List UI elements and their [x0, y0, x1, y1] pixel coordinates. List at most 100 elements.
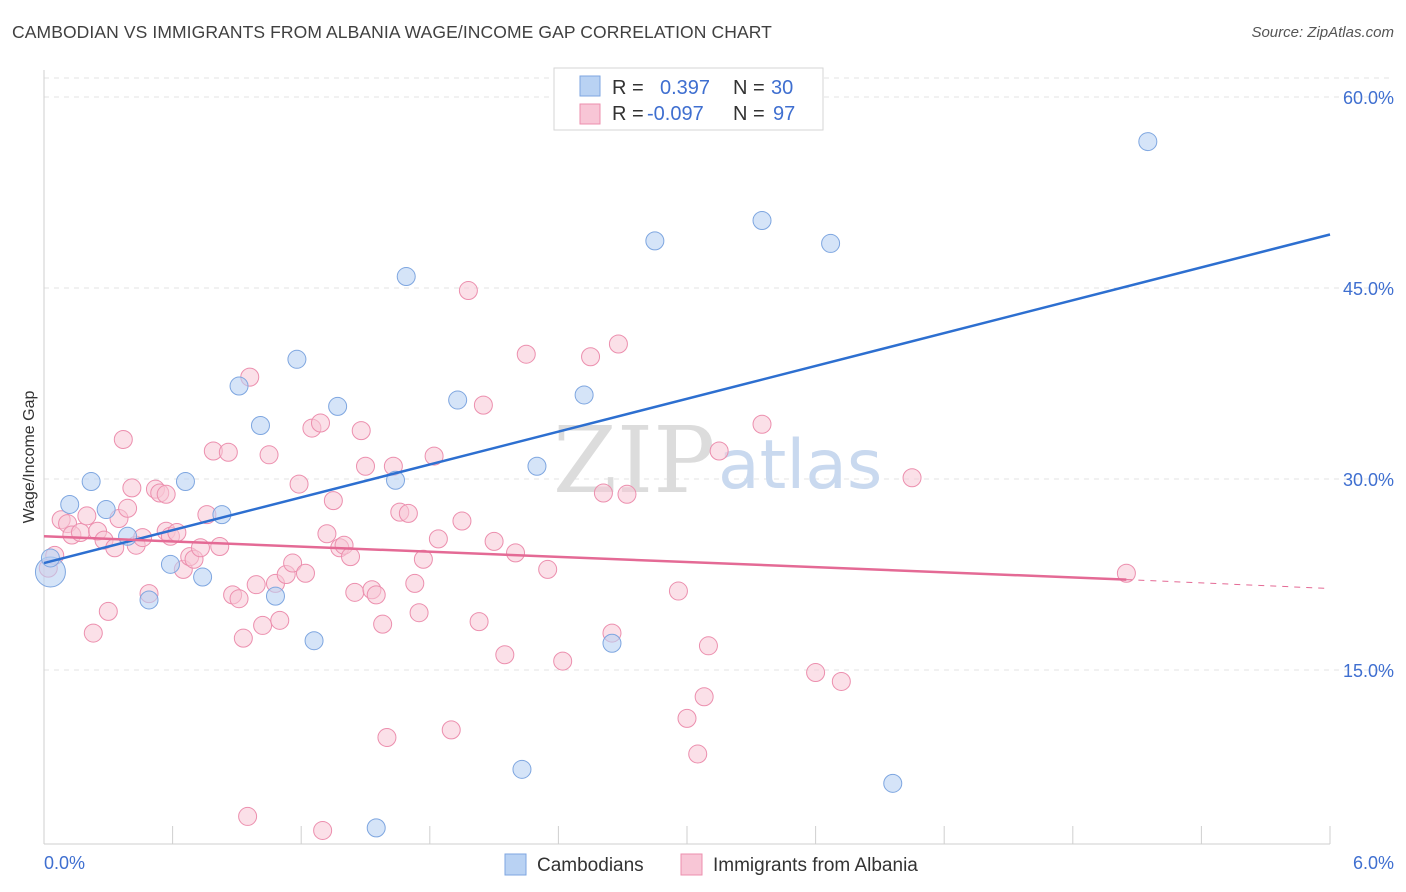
- cambodian-point: [212, 505, 232, 525]
- legend-cambodians-label: Cambodians: [537, 855, 644, 876]
- albania-point: [694, 687, 714, 707]
- albania-point: [593, 483, 613, 503]
- albania-point: [424, 446, 444, 466]
- legend-r-label-1: R =: [612, 77, 644, 99]
- chart-title: CAMBODIAN VS IMMIGRANTS FROM ALBANIA WAG…: [12, 22, 772, 42]
- albania-point: [323, 491, 343, 511]
- albania-point: [340, 547, 360, 567]
- albania-point: [405, 573, 425, 593]
- cambodian-point: [287, 349, 307, 369]
- albania-point: [688, 744, 708, 764]
- albania-point: [398, 503, 418, 523]
- albania-point: [831, 671, 851, 691]
- series-legend: Cambodians Immigrants from Albania: [504, 853, 918, 876]
- cambodian-point: [139, 590, 159, 610]
- legend-n-value-1: 30: [771, 77, 793, 99]
- y-tick-label: 15.0%: [1343, 661, 1394, 681]
- legend-albania-swatch: [680, 853, 703, 876]
- cambodian-point: [821, 233, 841, 253]
- y-tick-label: 30.0%: [1343, 470, 1394, 490]
- albania-point: [484, 531, 504, 551]
- albania-point: [77, 506, 97, 526]
- cambodian-trend-line: [43, 233, 1331, 565]
- legend-r-value-1: 0.397: [660, 77, 710, 99]
- x-tick-label-min: 0.0%: [44, 853, 85, 873]
- albania-points: [38, 281, 1136, 840]
- albania-point: [698, 636, 718, 656]
- albania-point: [516, 344, 536, 364]
- albania-point: [902, 468, 922, 488]
- legend-n-label-2: N =: [733, 103, 765, 125]
- cambodian-point: [96, 500, 116, 520]
- albania-point: [122, 478, 142, 498]
- albania-point: [233, 628, 253, 648]
- albania-point: [317, 524, 337, 544]
- legend-swatch-blue: [579, 75, 601, 97]
- albania-point: [238, 806, 258, 826]
- cambodian-point: [175, 472, 195, 492]
- albania-point: [413, 549, 433, 569]
- albania-point: [428, 529, 448, 549]
- albania-point: [458, 281, 478, 301]
- y-axis-tick-labels: 15.0% 30.0% 45.0% 60.0%: [1343, 88, 1394, 681]
- albania-point: [1116, 563, 1136, 583]
- albania-trend-extension: [1126, 579, 1331, 590]
- albania-point: [366, 585, 386, 605]
- albania-point: [351, 421, 371, 441]
- cambodian-point: [883, 773, 903, 793]
- x-tick-label-max: 6.0%: [1353, 853, 1394, 873]
- albania-point: [156, 484, 176, 504]
- albania-point: [98, 601, 118, 621]
- legend-n-value-2: 97: [773, 103, 795, 125]
- albania-point: [313, 820, 333, 840]
- cambodian-point: [193, 567, 213, 587]
- legend-r-value-2: -0.097: [647, 103, 704, 125]
- cambodian-point: [386, 470, 406, 490]
- albania-trend-line: [43, 535, 1127, 581]
- albania-point: [373, 614, 393, 634]
- albania-point: [752, 414, 772, 434]
- albania-point: [259, 445, 279, 465]
- albania-point: [345, 582, 365, 602]
- cambodian-points: [34, 102, 1158, 838]
- albania-point: [283, 553, 303, 573]
- cambodian-point: [574, 385, 594, 405]
- legend-albania-label: Immigrants from Albania: [713, 855, 918, 876]
- y-tick-label: 45.0%: [1343, 279, 1394, 299]
- cambodian-point: [448, 390, 468, 410]
- albania-point: [506, 543, 526, 563]
- legend-cambodians-swatch: [504, 853, 527, 876]
- cambodian-point: [602, 633, 622, 653]
- albania-point: [709, 441, 729, 461]
- source-credit: Source: ZipAtlas.com: [1251, 24, 1394, 41]
- x-axis-ticks: [43, 826, 1331, 844]
- trend-lines: [43, 233, 1331, 590]
- legend-n-label-1: N =: [733, 77, 765, 99]
- cambodian-point: [60, 494, 80, 514]
- cambodian-point: [328, 396, 348, 416]
- cambodian-point: [265, 586, 285, 606]
- albania-point: [118, 498, 138, 518]
- albania-point: [473, 395, 493, 415]
- albania-point: [608, 334, 628, 354]
- albania-point: [246, 575, 266, 595]
- albania-point: [295, 563, 315, 583]
- albania-point: [218, 442, 238, 462]
- cambodian-point: [304, 631, 324, 651]
- legend-swatch-pink: [579, 103, 601, 125]
- cambodian-point: [752, 211, 772, 231]
- albania-point: [270, 610, 290, 630]
- albania-point: [668, 581, 688, 601]
- albania-point: [553, 651, 573, 671]
- albania-point: [210, 536, 230, 556]
- cambodian-point: [1138, 132, 1158, 152]
- albania-point: [677, 708, 697, 728]
- albania-point: [310, 413, 330, 433]
- correlation-legend: R = 0.397 N = 30 R = -0.097 N = 97: [553, 67, 824, 131]
- albania-point: [581, 347, 601, 367]
- albania-point: [229, 589, 249, 609]
- albania-point: [167, 522, 187, 542]
- legend-r-label-2: R =: [612, 103, 644, 125]
- cambodian-point: [40, 548, 60, 568]
